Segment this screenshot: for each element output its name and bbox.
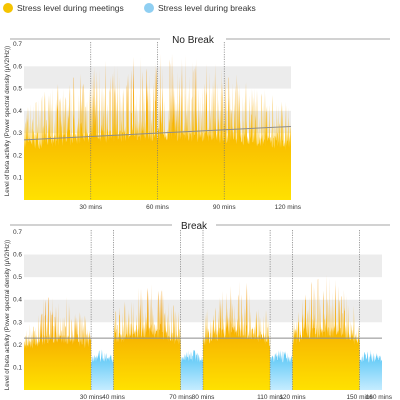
x-tick-label: 90 mins [213, 204, 237, 211]
x-tick-label: 120 mins [279, 394, 306, 400]
no-break-panel: No Break Level of beta activity (Power s… [4, 35, 390, 211]
y-tick-label: 0.5 [13, 86, 22, 93]
x-tick-label: 80 mins [192, 394, 216, 400]
legend-meeting-icon [3, 3, 13, 13]
x-tick-labels: 30 mins 40 mins 70 mins 80 mins 110 mins120 … [80, 394, 393, 400]
y-tick-label: 0.1 [13, 175, 22, 182]
y-tick-label: 0.6 [13, 252, 22, 259]
y-tick-label: 0.2 [13, 152, 22, 159]
x-tick-label: 30 mins [80, 394, 104, 400]
legend-break-icon [144, 3, 154, 13]
x-tick-label: 40 mins [102, 394, 126, 400]
y-tick-label: 0.2 [13, 342, 22, 349]
meeting-area [203, 280, 271, 390]
y-tick-labels: 0.1 0.2 0.3 0.4 0.5 0.6 0.7 [13, 41, 22, 182]
x-tick-label: 30 mins [79, 204, 103, 211]
break-area [359, 350, 382, 390]
meeting-area [292, 274, 360, 390]
y-tick-label: 0.5 [13, 274, 22, 281]
meeting-area [24, 296, 92, 390]
area-series [24, 274, 382, 390]
time-markers [90, 230, 360, 390]
break-area [270, 349, 293, 390]
y-tick-labels: 0.1 0.2 0.3 0.4 0.5 0.6 0.7 [13, 229, 22, 371]
x-tick-label: 150 mins [346, 394, 373, 400]
y-tick-label: 0.1 [13, 364, 22, 371]
y-tick-label: 0.3 [13, 130, 22, 137]
x-tick-label: 110 mins [257, 394, 284, 400]
y-tick-label: 0.7 [13, 41, 22, 48]
trend-line [23, 125, 292, 141]
x-tick-labels: 30 mins 60 mins 90 mins 120 mins [79, 204, 301, 211]
legend: Stress level during meetings Stress leve… [3, 3, 256, 13]
x-tick-label: 70 mins [169, 394, 193, 400]
legend-meeting-label: Stress level during meetings [17, 3, 124, 13]
panel-title: No Break [172, 35, 215, 46]
x-tick-label: 60 mins [146, 204, 170, 211]
legend-break-label: Stress level during breaks [158, 3, 256, 13]
y-tick-label: 0.4 [13, 108, 22, 115]
meeting-area [113, 284, 181, 390]
trend-line [23, 125, 292, 141]
meeting-area [24, 52, 291, 201]
y-tick-label: 0.3 [13, 319, 22, 326]
break-area [180, 349, 203, 390]
y-axis-label: Level of beta activity (Power spectral d… [4, 46, 11, 196]
y-tick-label: 0.7 [13, 229, 22, 236]
area-series [24, 52, 291, 201]
y-axis-label: Level of beta activity (Power spectral d… [4, 240, 11, 390]
x-tick-label: 160 mins [366, 394, 393, 400]
y-tick-label: 0.6 [13, 63, 22, 70]
y-tick-label: 0.4 [13, 297, 22, 304]
panel-title: Break [181, 221, 208, 232]
x-tick-label: 120 mins [275, 204, 302, 211]
break-area [91, 349, 114, 390]
break-panel: Break Level of beta activity (Power spec… [4, 221, 393, 400]
